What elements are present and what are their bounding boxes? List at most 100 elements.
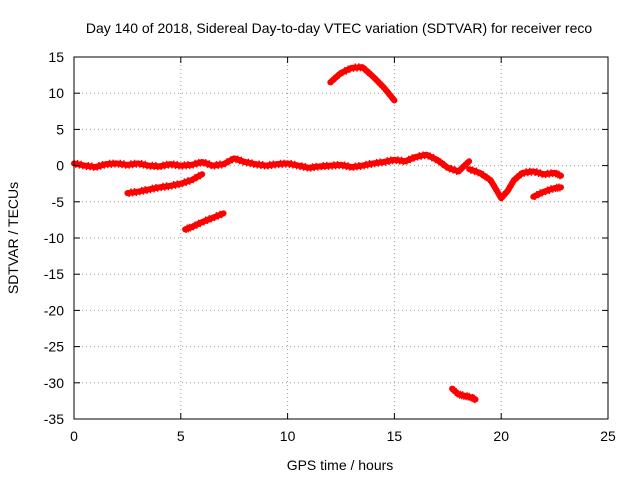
data-point-interp [215, 214, 221, 220]
data-point-interp [366, 69, 372, 75]
series-deep-arc [449, 385, 479, 404]
data-point-interp [174, 161, 180, 167]
data-point-interp [480, 171, 486, 177]
data-point-interp [132, 159, 138, 165]
series-lower-arc-1 [124, 171, 206, 197]
data-point-interp [139, 186, 145, 192]
data-point-interp [171, 181, 177, 187]
data-point-interp [222, 162, 228, 168]
data-point [477, 170, 483, 176]
data-point-interp [238, 156, 244, 162]
data-point-interp [149, 184, 155, 190]
series-main-band [71, 151, 473, 175]
data-point-interp [441, 161, 447, 167]
data-point-interp [461, 165, 467, 171]
data-point-interp [142, 160, 148, 166]
data-point-interp [190, 225, 196, 231]
series-high-arc [327, 63, 398, 104]
data-point-interp [415, 155, 421, 161]
data-point-interp [137, 190, 143, 196]
data-point [473, 396, 479, 402]
series-late-arc [530, 183, 565, 200]
data-point-interp [384, 87, 390, 93]
data-point-interp [340, 164, 346, 170]
y-axis-label: SDTVAR / TECUs [5, 182, 21, 294]
x-axis-label: GPS time / hours [287, 457, 394, 473]
data-point-interp [340, 71, 346, 77]
data-point-interp [313, 162, 319, 168]
data-point-interp [343, 165, 349, 171]
data-point-interp [194, 162, 200, 168]
data-point-interp [288, 160, 294, 166]
data-point-interp [336, 73, 342, 79]
data-point-interp [297, 165, 303, 171]
data-point [381, 84, 387, 90]
data-point-interp [292, 160, 298, 166]
x-tick-label: 0 [70, 428, 78, 444]
data-point-interp [450, 168, 456, 174]
data-point-interp [212, 216, 218, 222]
data-point [221, 210, 227, 216]
data-point-interp [427, 152, 433, 158]
data-point-interp [194, 223, 200, 229]
data-point-interp [420, 151, 426, 157]
data-point-interp [484, 173, 490, 179]
data-point-interp [121, 160, 127, 166]
data-point-interp [333, 76, 339, 82]
data-point-interp [226, 160, 232, 166]
data-point-interp [457, 168, 463, 174]
y-tick-label: -20 [44, 302, 64, 318]
y-tick-label: 15 [48, 49, 64, 65]
data-point-interp [132, 188, 138, 194]
data-point-interp [418, 154, 424, 160]
data-point-interp [153, 161, 159, 167]
data-point-interp [518, 173, 524, 179]
data-point-interp [495, 188, 501, 194]
data-point-interp [249, 159, 255, 165]
data-point-interp [532, 194, 538, 200]
data-point-interp [245, 158, 251, 164]
data-point-interp [201, 161, 207, 167]
data-point-interp [237, 159, 243, 165]
data-point-interp [169, 184, 175, 190]
data-point-interp [281, 159, 287, 165]
data-point-interp [96, 161, 102, 167]
data-point-interp [510, 180, 516, 186]
data-point-interp [388, 91, 394, 97]
tick-layer: 0 5 10 15 20 25 15 10 5 0 -5 -10 -15 -20 -25 -30 -35 [44, 49, 616, 444]
data-point-interp [299, 162, 305, 168]
data-point-interp [137, 162, 143, 168]
data-point-interp [374, 76, 380, 82]
data-point-interp [78, 160, 84, 166]
y-tick-label: 5 [56, 121, 64, 137]
data-point-interp [158, 165, 164, 171]
data-point-interp [407, 158, 413, 164]
data-point-interp [140, 189, 146, 195]
data-point-interp [363, 160, 369, 166]
series-layer [71, 63, 565, 404]
y-tick-label: -35 [44, 411, 64, 427]
data-point-interp [197, 174, 203, 180]
data-point-interp [404, 159, 410, 165]
data-point-interp [270, 160, 276, 166]
data-point-interp [472, 170, 477, 176]
data-point-interp [544, 186, 550, 192]
data-point-interp [302, 162, 308, 168]
data-point-interp [546, 188, 552, 194]
data-point-interp [447, 167, 453, 173]
data-point-interp [160, 161, 166, 167]
data-point-interp [536, 193, 542, 199]
x-tick-label: 25 [600, 428, 616, 444]
data-point-interp [534, 168, 540, 174]
data-point [391, 97, 397, 103]
data-point-interp [201, 220, 207, 226]
data-point-interp [172, 183, 178, 189]
data-point-interp [448, 164, 454, 170]
data-point-interp [181, 178, 187, 184]
data-point-interp [504, 191, 510, 197]
data-point-interp [356, 161, 362, 167]
data-point-interp [164, 160, 170, 166]
data-point-interp [190, 178, 196, 184]
